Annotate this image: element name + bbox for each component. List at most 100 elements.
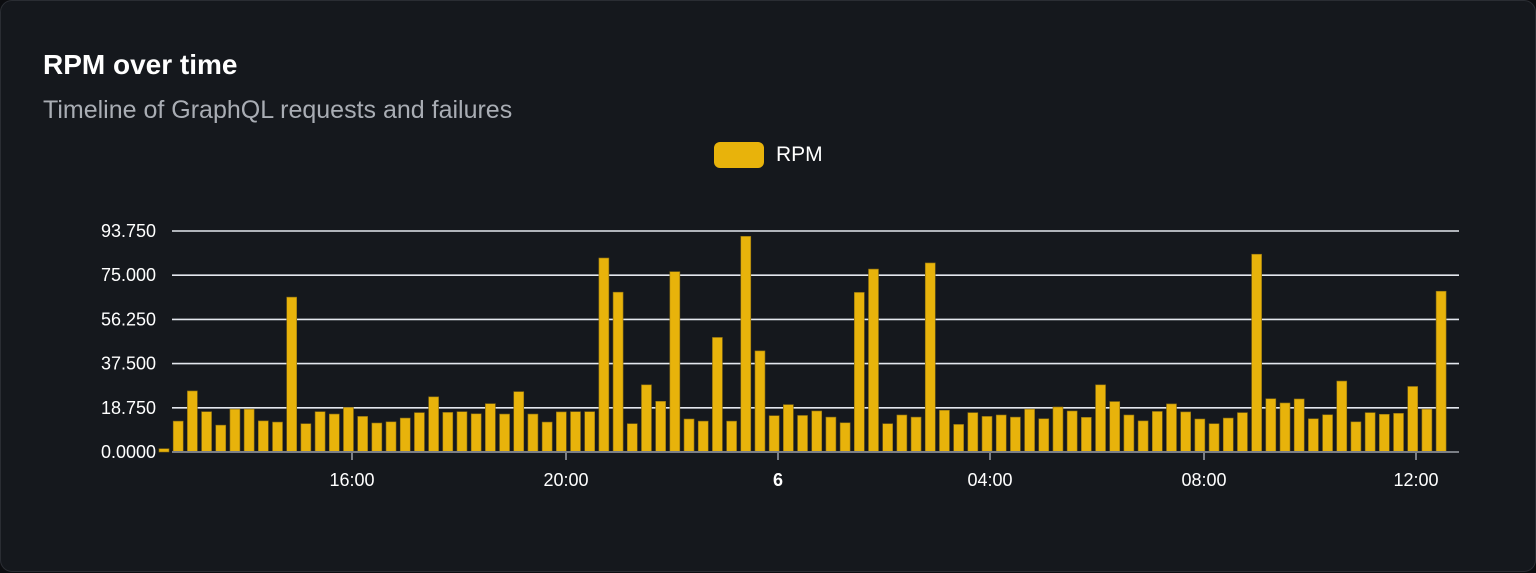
bar[interactable]	[953, 424, 964, 453]
y-tick-label: 0.0000	[101, 442, 156, 462]
bar[interactable]	[811, 410, 823, 453]
bar[interactable]	[924, 262, 936, 453]
bar[interactable]	[1222, 417, 1234, 453]
legend-label: RPM	[776, 143, 823, 166]
bar[interactable]	[626, 423, 638, 453]
bar[interactable]	[598, 257, 610, 453]
bar[interactable]	[1010, 416, 1021, 453]
bar[interactable]	[967, 412, 979, 453]
bar[interactable]	[768, 415, 780, 453]
bar[interactable]	[1109, 401, 1121, 453]
bar[interactable]	[712, 337, 723, 453]
bar[interactable]	[187, 390, 198, 453]
bar[interactable]	[854, 292, 865, 453]
bar[interactable]	[1237, 412, 1248, 453]
bar[interactable]	[328, 413, 340, 453]
bar[interactable]	[201, 411, 212, 453]
bar[interactable]	[343, 407, 354, 453]
bar[interactable]	[442, 412, 454, 453]
bar[interactable]	[1407, 386, 1419, 453]
bar[interactable]	[726, 420, 737, 453]
bar[interactable]	[399, 417, 411, 453]
bar[interactable]	[499, 413, 510, 453]
bar[interactable]	[1293, 398, 1305, 453]
bar[interactable]	[470, 413, 482, 453]
bar[interactable]	[556, 411, 567, 453]
bar[interactable]	[697, 420, 709, 453]
bar[interactable]	[1180, 411, 1191, 453]
bar[interactable]	[158, 448, 170, 453]
bar[interactable]	[1123, 414, 1135, 453]
bar[interactable]	[896, 414, 908, 453]
bar[interactable]	[172, 420, 184, 453]
bar[interactable]	[570, 411, 581, 453]
bar[interactable]	[1336, 380, 1348, 453]
bar[interactable]	[1322, 414, 1333, 453]
bar[interactable]	[1137, 420, 1149, 453]
bar[interactable]	[754, 350, 766, 453]
bar[interactable]	[1279, 402, 1291, 453]
bar[interactable]	[1251, 253, 1262, 453]
bar[interactable]	[456, 411, 468, 453]
bar[interactable]	[357, 416, 368, 453]
bar[interactable]	[1081, 417, 1092, 453]
bar[interactable]	[1066, 410, 1078, 453]
bar[interactable]	[414, 412, 425, 453]
bar[interactable]	[783, 404, 794, 453]
bar[interactable]	[655, 401, 666, 453]
bar[interactable]	[1194, 418, 1206, 453]
bar[interactable]	[910, 416, 922, 453]
bar[interactable]	[1095, 384, 1106, 453]
bar[interactable]	[669, 271, 681, 453]
bar[interactable]	[740, 236, 752, 453]
bar[interactable]	[485, 403, 496, 453]
bar[interactable]	[286, 296, 298, 453]
bar[interactable]	[839, 422, 851, 453]
bar[interactable]	[314, 411, 326, 453]
bar[interactable]	[1350, 421, 1362, 453]
bar[interactable]	[272, 421, 283, 453]
bar[interactable]	[229, 408, 241, 453]
bar[interactable]	[513, 391, 525, 453]
bar[interactable]	[641, 384, 652, 453]
bar[interactable]	[868, 268, 879, 453]
bar[interactable]	[584, 411, 596, 453]
bar[interactable]	[300, 423, 312, 453]
bar[interactable]	[1024, 408, 1035, 453]
bar[interactable]	[385, 421, 397, 453]
bar[interactable]	[428, 396, 439, 453]
bar[interactable]	[1152, 411, 1163, 453]
bar[interactable]	[243, 408, 255, 453]
bar[interactable]	[215, 424, 227, 453]
y-tick-label: 75.000	[101, 265, 156, 285]
bar[interactable]	[1364, 412, 1376, 453]
bar[interactable]	[797, 415, 808, 453]
bar[interactable]	[371, 422, 383, 453]
bar[interactable]	[1052, 406, 1064, 453]
bar[interactable]	[1208, 423, 1220, 453]
x-tick-label: 04:00	[967, 470, 1012, 490]
bar[interactable]	[1379, 413, 1390, 453]
bar[interactable]	[1308, 418, 1319, 453]
bar[interactable]	[981, 416, 993, 453]
bar[interactable]	[1435, 290, 1447, 453]
bar[interactable]	[1393, 413, 1404, 453]
bar[interactable]	[825, 416, 837, 453]
bar[interactable]	[939, 409, 950, 453]
bar[interactable]	[1166, 403, 1177, 453]
bar[interactable]	[1421, 408, 1433, 453]
chart-subtitle: Timeline of GraphQL requests and failure…	[43, 96, 513, 124]
bar[interactable]	[995, 414, 1007, 453]
bar[interactable]	[882, 423, 893, 453]
bar[interactable]	[1265, 398, 1277, 453]
x-tick-label: 16:00	[329, 470, 374, 490]
bar[interactable]	[258, 420, 269, 453]
bar[interactable]	[612, 291, 624, 453]
bar[interactable]	[541, 421, 553, 453]
bar[interactable]	[683, 418, 695, 453]
bar[interactable]	[1038, 418, 1050, 453]
bar[interactable]	[527, 413, 539, 453]
legend-item-rpm[interactable]: RPM	[714, 142, 823, 168]
